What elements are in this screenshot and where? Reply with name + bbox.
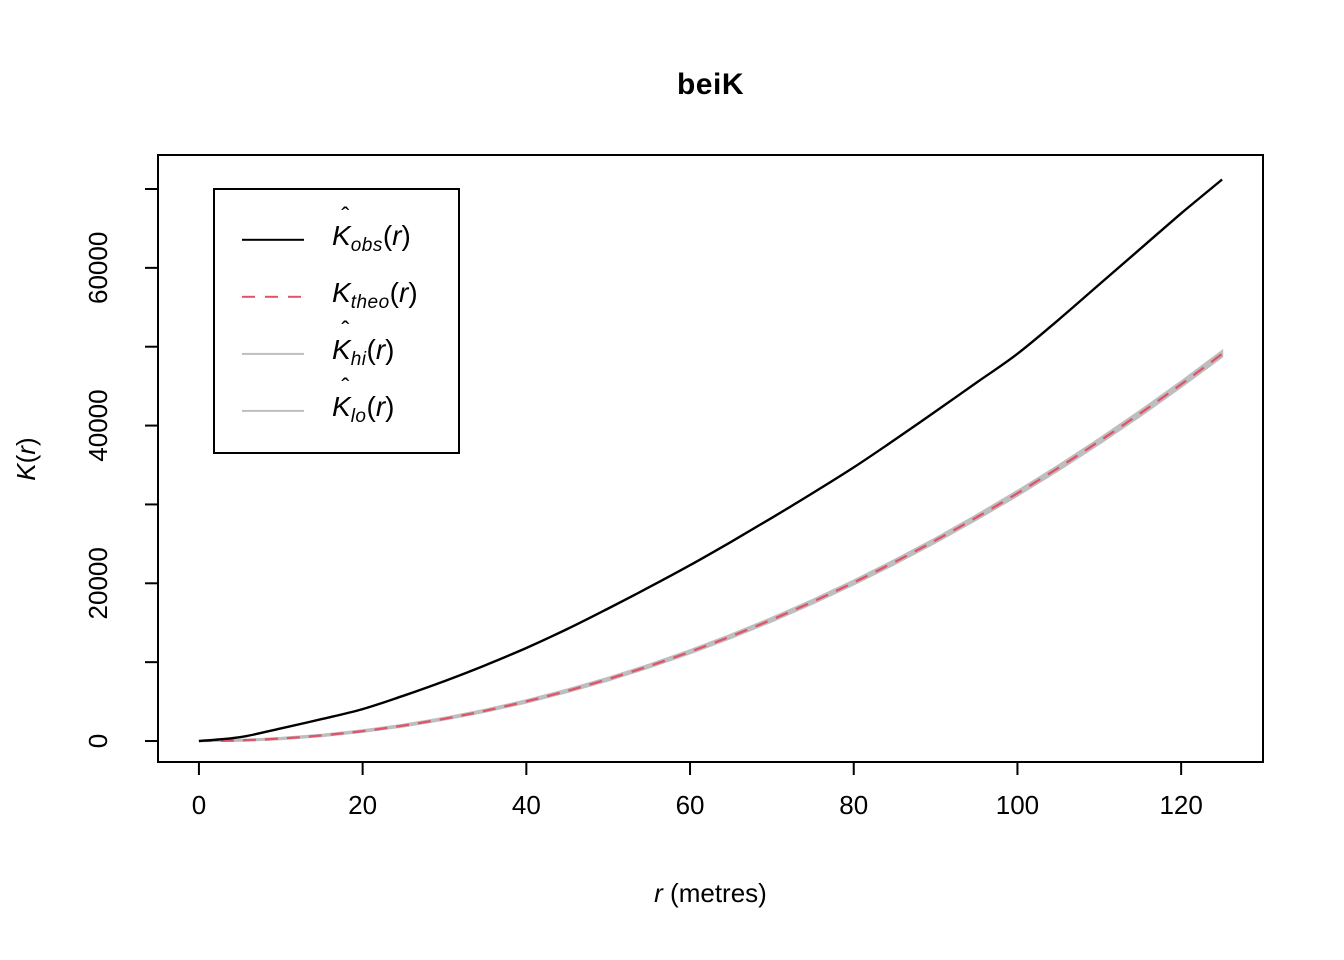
legend-subscript-theo: theo <box>350 292 390 314</box>
y-axis-label-var: K <box>11 463 41 481</box>
x-tick-label: 60 <box>676 790 705 820</box>
x-tick-label: 40 <box>512 790 541 820</box>
legend-box: ˆ Kobs(r) Ktheo(r) ˆ Khi(r) ˆ Klo(r) <box>213 188 460 454</box>
x-tick-label: 100 <box>996 790 1039 820</box>
y-axis-label-open-paren: ( <box>11 454 41 464</box>
legend-line-sample-hi <box>242 352 304 356</box>
y-tick-label: 40000 <box>83 389 113 461</box>
series-observed-line <box>198 178 1223 743</box>
y-tick-label: 20000 <box>83 547 113 619</box>
x-axis-label-rest: (metres) <box>662 878 767 908</box>
x-tick-label: 0 <box>192 790 206 820</box>
legend-subscript-hi: hi <box>350 349 367 371</box>
legend-line-sample-lo <box>242 409 304 413</box>
legend-label-obs: ˆ Kobs(r) <box>332 203 411 257</box>
y-tick-label: 0 <box>83 734 113 748</box>
x-tick-label: 120 <box>1159 790 1202 820</box>
legend-subscript-lo: lo <box>350 406 367 428</box>
x-tick-label: 20 <box>348 790 377 820</box>
legend-line-sample-theo <box>242 295 304 299</box>
hat-accent-icon: ˆ <box>341 203 350 231</box>
envelope-band-hi-lo <box>198 348 1224 743</box>
legend-label-hi: ˆ Khi(r) <box>332 317 395 371</box>
y-axis-label-close-paren: ) <box>11 437 41 446</box>
legend-label-lo: ˆ Klo(r) <box>332 374 395 428</box>
legend-line-sample-obs <box>242 238 304 242</box>
x-axis-label: r (metres) <box>158 878 1263 909</box>
y-tick-label: 60000 <box>83 232 113 304</box>
y-axis-label: K(r) <box>10 400 42 518</box>
series-theoretical-line <box>198 352 1223 743</box>
chart-title: beiK <box>676 68 744 101</box>
hat-accent-icon: ˆ <box>341 317 350 345</box>
y-axis-label-arg: r <box>11 446 41 455</box>
legend-subscript-obs: obs <box>350 235 383 257</box>
hat-accent-icon: ˆ <box>341 374 350 402</box>
x-axis-label-var: r <box>654 878 663 908</box>
x-tick-label: 80 <box>839 790 868 820</box>
legend-label-theo: Ktheo(r) <box>332 277 418 314</box>
plot-frame <box>157 154 1264 763</box>
